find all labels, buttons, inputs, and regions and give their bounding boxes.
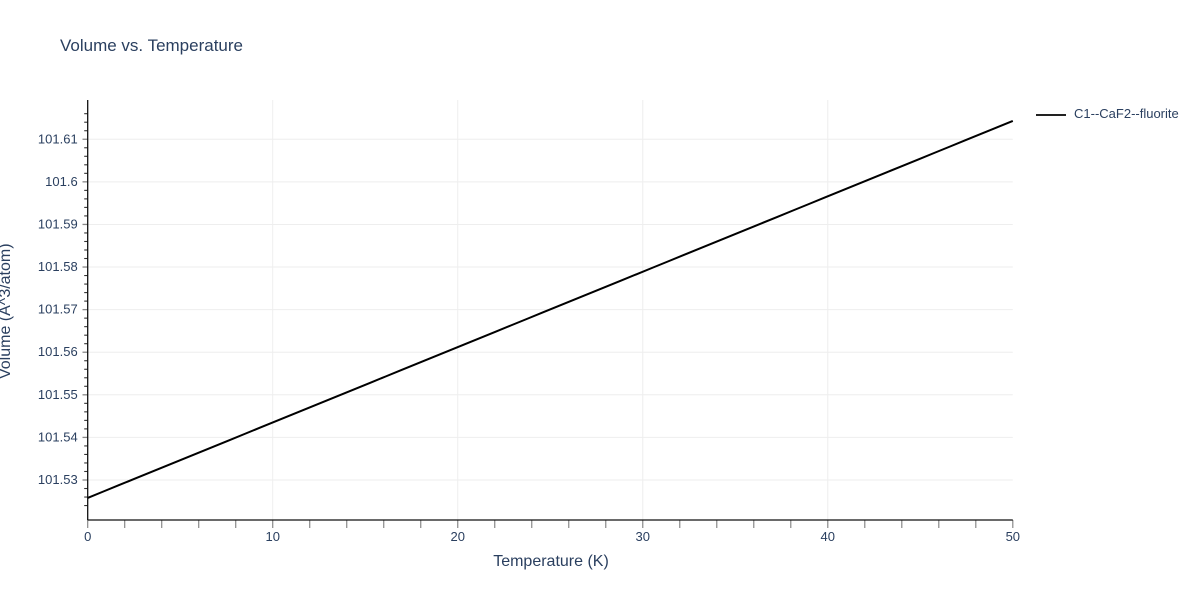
svg-text:101.55: 101.55 <box>38 387 78 402</box>
svg-text:0: 0 <box>84 529 91 544</box>
svg-text:101.59: 101.59 <box>38 216 78 231</box>
svg-text:20: 20 <box>451 529 465 544</box>
svg-text:101.61: 101.61 <box>38 131 78 146</box>
svg-text:101.57: 101.57 <box>38 302 78 317</box>
svg-text:40: 40 <box>821 529 835 544</box>
svg-text:101.53: 101.53 <box>38 472 78 487</box>
svg-text:101.6: 101.6 <box>45 174 78 189</box>
svg-text:101.58: 101.58 <box>38 259 78 274</box>
svg-text:101.56: 101.56 <box>38 344 78 359</box>
svg-text:10: 10 <box>265 529 279 544</box>
svg-text:101.54: 101.54 <box>38 429 78 444</box>
svg-text:30: 30 <box>636 529 650 544</box>
svg-text:50: 50 <box>1006 529 1020 544</box>
